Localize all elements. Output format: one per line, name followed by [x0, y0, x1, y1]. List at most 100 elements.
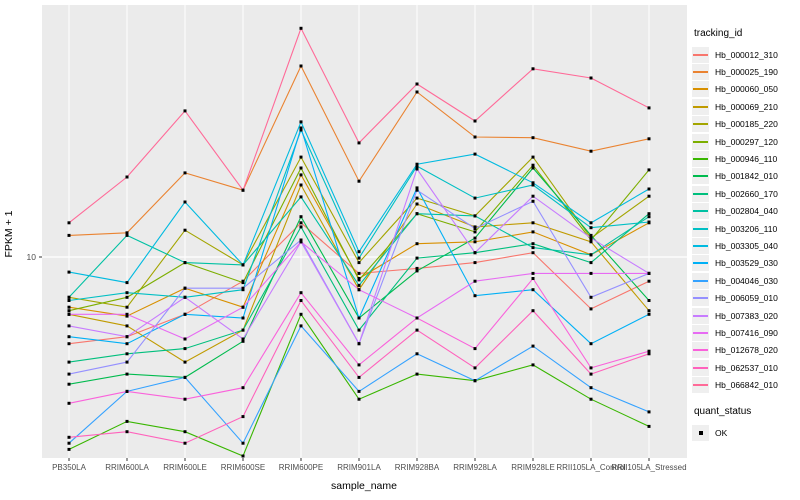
data-point [67, 447, 71, 451]
legend-item: Hb_001842_010 [692, 168, 798, 185]
data-point [415, 256, 419, 260]
panel-background [42, 5, 687, 458]
x-axis-title: sample_name [331, 480, 397, 492]
data-point [589, 149, 593, 153]
legend-label: Hb_006059_010 [715, 293, 778, 304]
data-point [647, 271, 651, 275]
legend-key [692, 116, 709, 133]
data-point [589, 372, 593, 376]
legend-quant-status-section: quant_status OK [692, 406, 798, 441]
data-point [299, 238, 303, 242]
legend-key [692, 168, 709, 185]
data-point [67, 441, 71, 445]
data-point [647, 194, 651, 198]
data-point [473, 119, 477, 123]
data-point [357, 375, 361, 379]
data-point [125, 360, 129, 364]
data-point [125, 419, 129, 423]
data-point [67, 401, 71, 405]
legend-label: Hb_007383_020 [715, 310, 778, 321]
x-tick-label: RRIM600LE [163, 463, 207, 472]
data-point [299, 126, 303, 130]
data-point [183, 228, 187, 232]
legend-key [692, 185, 709, 202]
data-point [125, 281, 129, 285]
legend-item: Hb_003305_040 [692, 237, 798, 254]
data-point [299, 312, 303, 316]
data-point [531, 230, 535, 234]
data-point [473, 294, 477, 298]
legend-line-swatch [693, 384, 708, 387]
data-point [531, 363, 535, 367]
data-point [241, 286, 245, 290]
data-point [357, 397, 361, 401]
data-point [415, 90, 419, 94]
legend-line-swatch [693, 192, 708, 195]
legend-line-swatch [693, 297, 708, 300]
legend-line-swatch [693, 366, 708, 369]
data-point [125, 342, 129, 346]
legend-line-swatch [693, 105, 708, 108]
data-point [67, 299, 71, 302]
y-axis-title: FPKM + 1 [3, 210, 15, 258]
data-point [473, 251, 477, 255]
data-point [299, 166, 303, 170]
data-point [183, 441, 187, 445]
data-point [589, 240, 593, 244]
data-point [299, 240, 303, 244]
data-point [183, 261, 187, 265]
data-point [473, 230, 477, 234]
legend-line-swatch [693, 279, 708, 282]
data-point [299, 299, 303, 302]
legend-item: Hb_000185_220 [692, 116, 798, 133]
data-point [357, 328, 361, 332]
data-point [299, 120, 303, 124]
legend-key [692, 151, 709, 168]
data-point [473, 240, 477, 244]
legend-key [692, 324, 709, 341]
data-point [299, 221, 303, 225]
data-point [473, 135, 477, 139]
legend-key [692, 64, 709, 81]
data-point [531, 155, 535, 159]
data-point [357, 271, 361, 275]
data-point [183, 360, 187, 364]
data-point [415, 212, 419, 216]
data-point [415, 266, 419, 270]
data-point [589, 386, 593, 390]
legend-label: Hb_000012_310 [715, 49, 778, 60]
data-point [473, 366, 477, 370]
data-point [125, 314, 129, 318]
data-point [647, 424, 651, 428]
legend-key [692, 46, 709, 63]
x-tick-label: RRII105LA_Stressed [611, 463, 687, 472]
x-tick-label: RRIM600PE [278, 463, 324, 472]
data-point [531, 166, 535, 170]
legend-key [692, 237, 709, 254]
legend-label: Hb_001842_010 [715, 171, 778, 182]
data-point [183, 375, 187, 379]
data-point [647, 212, 651, 216]
data-point [67, 335, 71, 339]
legend-label: Hb_000185_220 [715, 119, 778, 130]
data-point [299, 324, 303, 328]
legend-label: Hb_000025_190 [715, 67, 778, 78]
data-point [67, 295, 71, 299]
data-point [357, 256, 361, 260]
legend-item: Hb_000025_190 [692, 63, 798, 81]
data-point [241, 339, 245, 343]
legend-line-swatch [693, 140, 708, 143]
data-point [183, 295, 187, 299]
data-point [531, 136, 535, 140]
data-point [67, 360, 71, 364]
data-point [183, 430, 187, 434]
legend-label: Hb_003305_040 [715, 240, 778, 251]
x-tick-label: RRIM600LA [105, 463, 149, 472]
legend-item-quant-ok: OK [692, 424, 798, 441]
data-point [125, 335, 129, 339]
data-point [473, 225, 477, 229]
data-point [647, 137, 651, 141]
data-point [67, 372, 71, 376]
legend-label: Hb_000069_210 [715, 101, 778, 112]
